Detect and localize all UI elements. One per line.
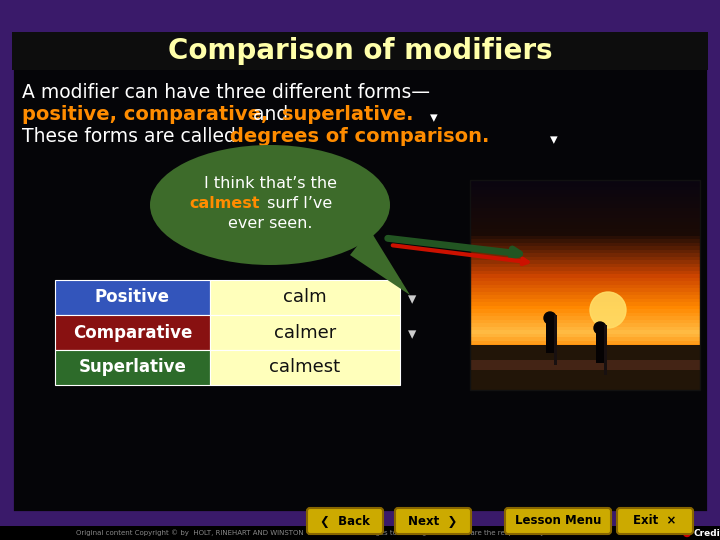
FancyBboxPatch shape [470, 334, 700, 338]
FancyBboxPatch shape [210, 280, 400, 315]
FancyBboxPatch shape [470, 214, 700, 219]
FancyBboxPatch shape [470, 344, 700, 348]
FancyBboxPatch shape [470, 193, 700, 198]
FancyBboxPatch shape [470, 299, 700, 302]
FancyBboxPatch shape [55, 315, 210, 350]
FancyBboxPatch shape [470, 375, 700, 380]
Text: Lesson Menu: Lesson Menu [515, 515, 601, 528]
FancyBboxPatch shape [470, 361, 700, 366]
Text: ▾: ▾ [550, 132, 557, 147]
FancyBboxPatch shape [554, 315, 557, 365]
FancyBboxPatch shape [0, 526, 720, 540]
FancyBboxPatch shape [470, 186, 700, 191]
FancyBboxPatch shape [617, 508, 693, 534]
FancyBboxPatch shape [470, 256, 700, 260]
FancyBboxPatch shape [470, 379, 700, 383]
Text: surf I’ve: surf I’ve [262, 195, 332, 211]
Text: A modifier can have three different forms—: A modifier can have three different form… [22, 83, 430, 102]
FancyBboxPatch shape [470, 264, 700, 267]
FancyBboxPatch shape [470, 382, 700, 387]
Text: Credits: Credits [693, 529, 720, 537]
FancyBboxPatch shape [470, 309, 700, 313]
Text: Next  ❯: Next ❯ [408, 515, 458, 528]
Text: calmest: calmest [269, 359, 341, 376]
Text: superlative.: superlative. [282, 105, 413, 125]
FancyBboxPatch shape [470, 348, 700, 352]
Circle shape [590, 292, 626, 328]
Text: Comparative: Comparative [73, 323, 192, 341]
FancyBboxPatch shape [470, 320, 700, 323]
FancyBboxPatch shape [470, 365, 700, 369]
Text: These forms are called: These forms are called [22, 127, 242, 146]
FancyBboxPatch shape [55, 350, 210, 385]
FancyBboxPatch shape [470, 179, 700, 184]
Text: Positive: Positive [95, 288, 170, 307]
FancyBboxPatch shape [307, 508, 383, 534]
FancyBboxPatch shape [470, 242, 700, 246]
Circle shape [594, 322, 606, 334]
FancyBboxPatch shape [210, 350, 400, 385]
FancyBboxPatch shape [470, 281, 700, 285]
Circle shape [683, 530, 690, 537]
FancyBboxPatch shape [395, 508, 471, 534]
FancyBboxPatch shape [470, 218, 700, 222]
Text: ▾: ▾ [408, 291, 416, 308]
Text: Original content Copyright © by  HOLT, RINEHART AND WINSTON  Additions and chang: Original content Copyright © by HOLT, RI… [76, 530, 605, 536]
Text: degrees of comparison.: degrees of comparison. [230, 127, 490, 146]
Text: calmest: calmest [189, 195, 260, 211]
FancyBboxPatch shape [470, 197, 700, 201]
FancyBboxPatch shape [470, 323, 700, 327]
FancyBboxPatch shape [210, 315, 400, 350]
FancyBboxPatch shape [470, 232, 700, 236]
Text: ever seen.: ever seen. [228, 215, 312, 231]
Text: ❮  Back: ❮ Back [320, 515, 370, 528]
FancyBboxPatch shape [470, 211, 700, 215]
FancyBboxPatch shape [470, 239, 700, 243]
FancyBboxPatch shape [470, 337, 700, 341]
FancyBboxPatch shape [470, 327, 700, 330]
FancyBboxPatch shape [470, 360, 700, 370]
Text: Exit  ×: Exit × [634, 515, 677, 528]
FancyBboxPatch shape [55, 280, 210, 315]
FancyBboxPatch shape [470, 200, 700, 205]
Text: I think that’s the: I think that’s the [204, 176, 336, 191]
FancyBboxPatch shape [470, 354, 700, 359]
FancyBboxPatch shape [470, 358, 700, 362]
FancyBboxPatch shape [470, 221, 700, 226]
FancyBboxPatch shape [470, 292, 700, 295]
Circle shape [544, 312, 556, 324]
Ellipse shape [150, 145, 390, 265]
Text: and: and [247, 105, 294, 125]
FancyBboxPatch shape [470, 235, 700, 240]
FancyBboxPatch shape [470, 225, 700, 229]
Text: ▾: ▾ [430, 111, 438, 125]
FancyBboxPatch shape [470, 249, 700, 253]
FancyBboxPatch shape [470, 271, 700, 274]
FancyBboxPatch shape [470, 330, 700, 334]
FancyBboxPatch shape [0, 512, 720, 540]
Text: Superlative: Superlative [78, 359, 186, 376]
FancyBboxPatch shape [470, 246, 700, 250]
FancyBboxPatch shape [470, 302, 700, 306]
FancyBboxPatch shape [470, 260, 700, 264]
Text: Comparison of modifiers: Comparison of modifiers [168, 37, 552, 65]
FancyBboxPatch shape [546, 318, 554, 353]
Text: positive, comparative,: positive, comparative, [22, 105, 269, 125]
FancyBboxPatch shape [470, 351, 700, 355]
FancyBboxPatch shape [470, 183, 700, 187]
FancyBboxPatch shape [470, 204, 700, 208]
FancyBboxPatch shape [470, 306, 700, 309]
FancyBboxPatch shape [470, 267, 700, 271]
FancyBboxPatch shape [12, 32, 708, 512]
FancyBboxPatch shape [470, 368, 700, 373]
FancyBboxPatch shape [470, 372, 700, 376]
FancyBboxPatch shape [604, 325, 607, 375]
Text: ▾: ▾ [408, 326, 416, 343]
FancyBboxPatch shape [470, 341, 700, 345]
FancyBboxPatch shape [470, 207, 700, 212]
FancyBboxPatch shape [470, 278, 700, 281]
FancyBboxPatch shape [470, 190, 700, 194]
FancyBboxPatch shape [470, 288, 700, 292]
FancyBboxPatch shape [596, 328, 604, 363]
